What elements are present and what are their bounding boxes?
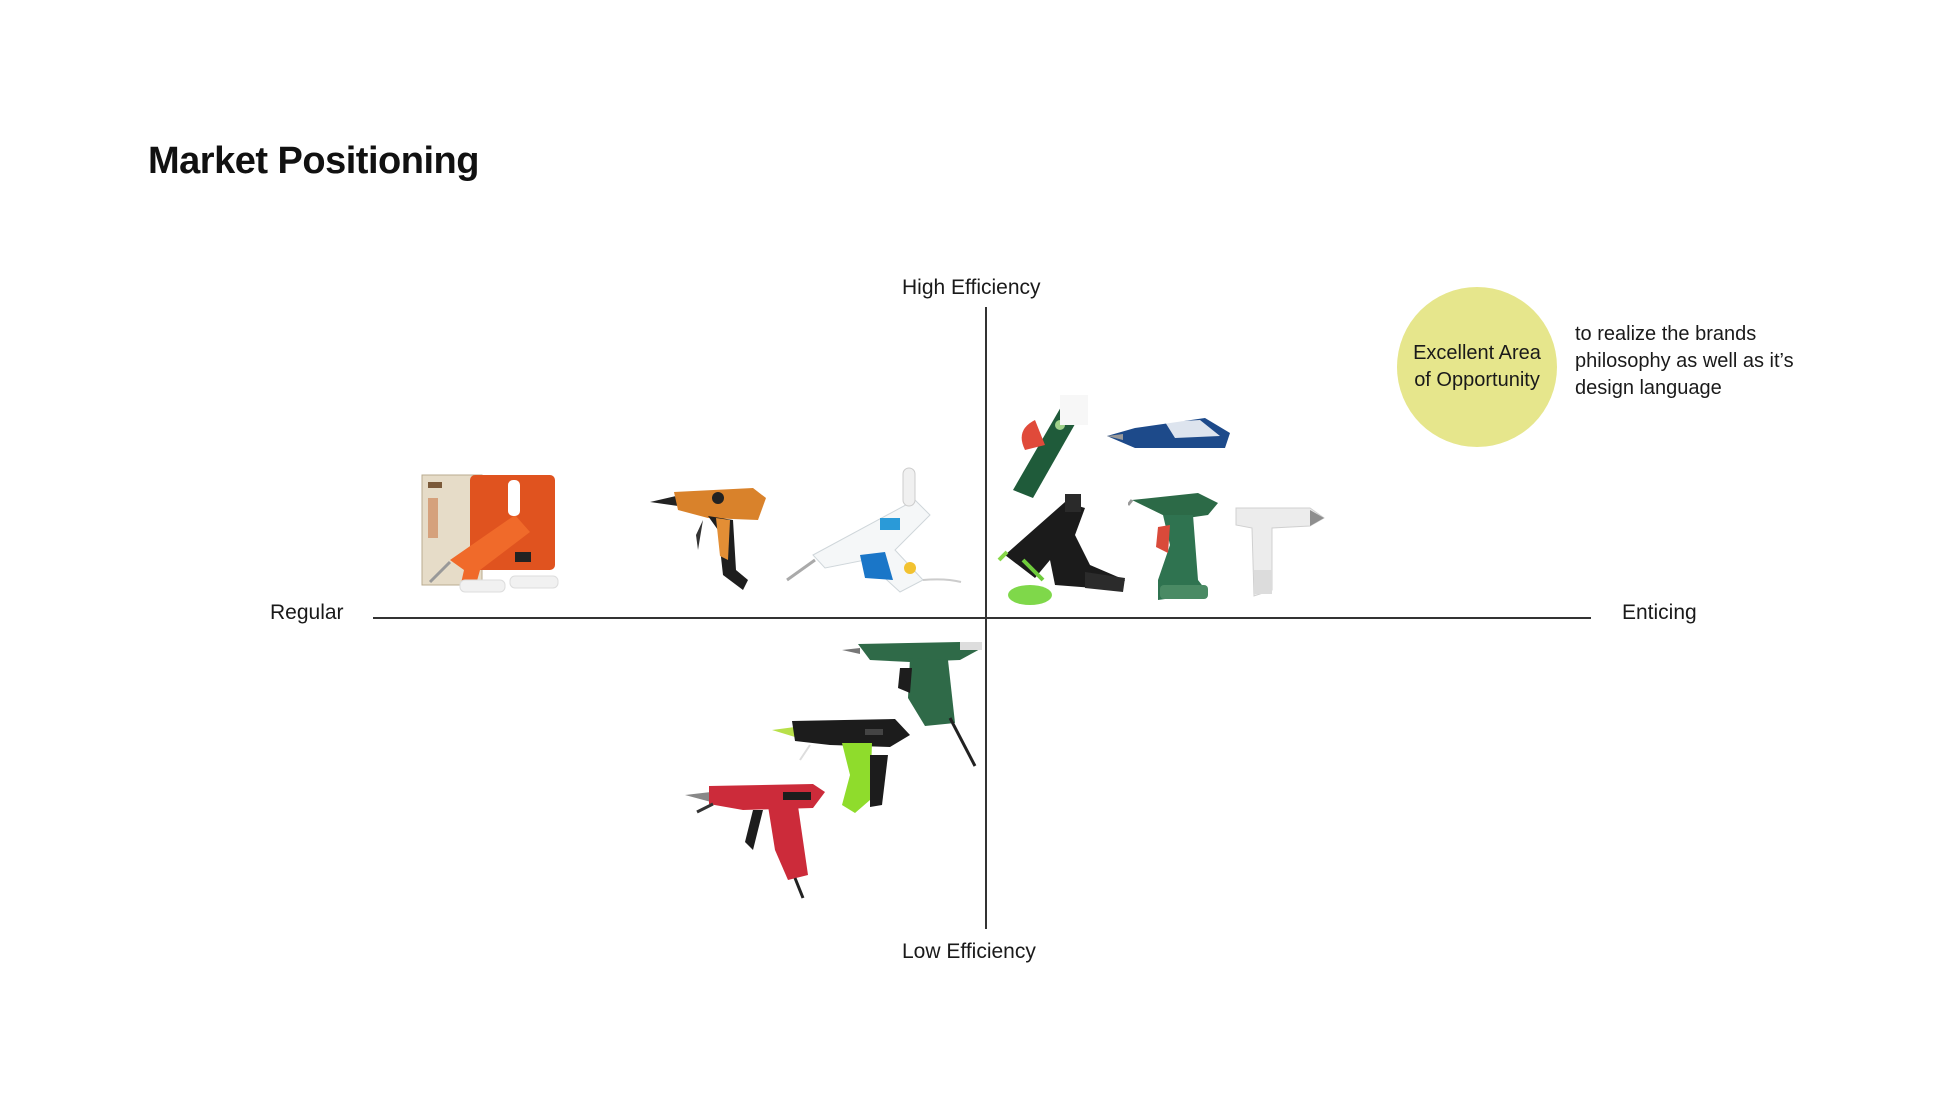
axis-label-enticing: Enticing <box>1622 601 1697 624</box>
red-glue-gun-image <box>683 780 828 905</box>
page-title: Market Positioning <box>148 140 479 182</box>
axis-label-regular: Regular <box>270 601 344 624</box>
black-lime-glue-gun-image <box>770 715 915 825</box>
orange-glue-gun-kit-image <box>420 470 560 605</box>
opportunity-bubble: Excellent Area of Opportunity <box>1397 287 1557 447</box>
orange-black-glue-gun-image <box>648 480 768 595</box>
black-green-cordless-glue-gun-image <box>995 490 1130 610</box>
blue-glue-pen-image <box>1105 408 1235 458</box>
white-minimal-glue-gun-image <box>1232 500 1327 600</box>
axis-label-low-efficiency: Low Efficiency <box>902 940 1036 963</box>
green-glue-pen-image <box>1005 390 1095 500</box>
horizontal-axis <box>373 617 1591 619</box>
opportunity-label: Excellent Area of Opportunity <box>1413 342 1541 391</box>
green-cordless-glue-gun-image <box>1128 485 1223 605</box>
white-blue-glue-gun-image <box>785 460 965 600</box>
axis-label-high-efficiency: High Efficiency <box>902 276 1041 299</box>
green-industrial-glue-gun-image <box>840 638 985 773</box>
vertical-axis <box>985 307 987 929</box>
opportunity-note: to realize the brands philosophy as well… <box>1575 323 1794 399</box>
